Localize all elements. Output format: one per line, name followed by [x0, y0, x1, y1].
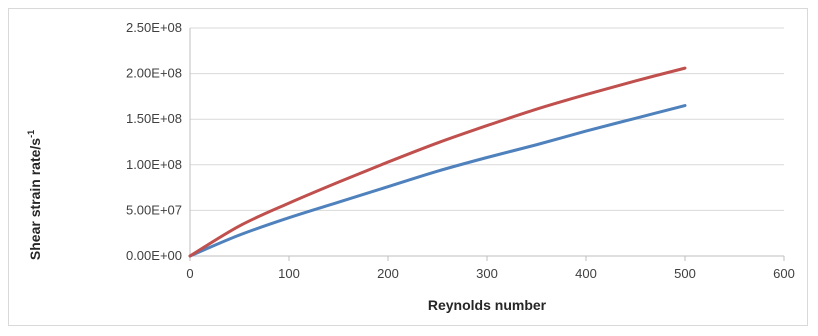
x-tick-label: 400 — [575, 266, 597, 281]
y-tick-label: 0.00E+00 — [126, 248, 182, 263]
x-axis-title: Reynolds number — [428, 297, 547, 313]
gridlines — [190, 27, 784, 211]
x-tick-label: 300 — [476, 266, 498, 281]
series-line-1 — [188, 104, 687, 258]
y-axis-title-superscript: -1 — [26, 130, 36, 138]
y-tick-label: 2.00E+08 — [126, 66, 182, 81]
y-tick-label: 1.00E+08 — [126, 157, 182, 172]
y-axis-title-text: Shear strain rate/s — [27, 138, 43, 260]
y-axis-title: Shear strain rate/s-1 — [26, 130, 43, 260]
x-tick-label: 200 — [377, 266, 399, 281]
y-tick-label: 2.50E+08 — [126, 20, 182, 35]
y-tick-labels: 0.00E+00 5.00E+07 1.00E+08 1.50E+08 2.00E+08… — [126, 20, 182, 263]
x-tick-label: 500 — [674, 266, 696, 281]
y-tick-label: 1.50E+08 — [126, 111, 182, 126]
x-tick-labels: 0 100 200 300 400 500 600 — [186, 266, 794, 281]
axes — [189, 28, 785, 261]
series-line-2 — [188, 66, 687, 258]
series-lines — [188, 66, 687, 258]
chart-frame — [8, 8, 808, 326]
x-tick-label: 600 — [773, 266, 795, 281]
x-tick-label: 100 — [278, 266, 300, 281]
y-tick-label: 5.00E+07 — [126, 202, 182, 217]
x-tick-label: 0 — [186, 266, 193, 281]
